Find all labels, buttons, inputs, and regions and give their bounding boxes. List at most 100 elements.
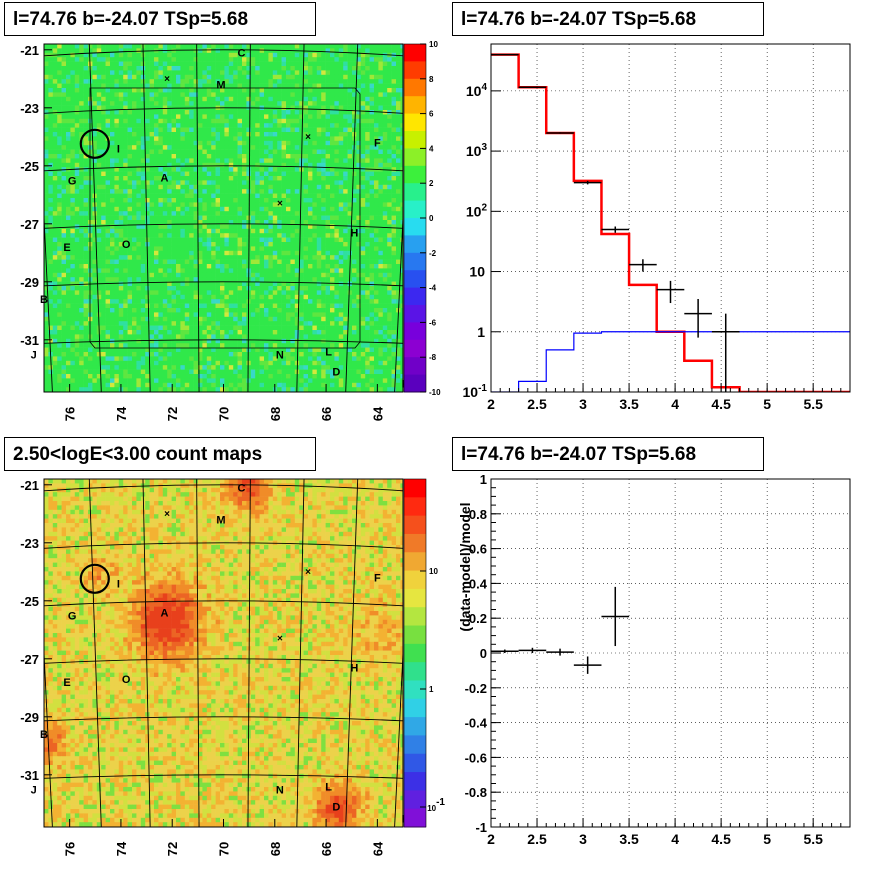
data-point	[711, 313, 740, 392]
residual-point	[491, 649, 519, 653]
colorbar-tick-label: -4	[429, 284, 437, 293]
x-tick-label: 66	[319, 407, 334, 421]
x-tick-label: 2.5	[527, 831, 547, 847]
y-tick-label: -27	[20, 652, 39, 667]
colorbar-swatch	[404, 735, 426, 755]
colorbar-swatch	[404, 218, 426, 236]
source-label-D: D	[332, 802, 340, 814]
data-point	[518, 86, 547, 88]
y-tick-label: -21	[20, 43, 39, 58]
data-point	[684, 299, 712, 338]
colorbar-tick-label: -2	[429, 249, 437, 258]
source-label-E: E	[63, 242, 70, 254]
x-tick-label: 2.5	[527, 396, 547, 412]
colorbar-tick-label: 1	[429, 685, 434, 694]
colorbar-swatch	[404, 374, 426, 393]
source-label-F: F	[374, 573, 381, 585]
colorbar-swatch	[404, 515, 426, 535]
y-tick-label: 0.4	[469, 576, 488, 591]
model-step-line	[491, 53, 850, 392]
x-tick-label: 64	[370, 406, 385, 421]
spectrum-frame	[490, 43, 851, 393]
cnt-heatmap-cells	[44, 479, 403, 827]
source-label-M: M	[216, 515, 225, 527]
y-tick-label: -25	[20, 594, 39, 609]
y-tick-label: -21	[20, 478, 39, 493]
y-tick-label: -23	[20, 536, 39, 551]
y-tick-label: -0.8	[465, 785, 487, 800]
source-label-M: M	[216, 80, 225, 92]
colorbar-tick-label: 4	[429, 144, 434, 153]
colorbar-tick-label: 8	[429, 75, 434, 84]
colorbar-tick-label: 10-1	[427, 797, 445, 813]
x-tick-label: 4.5	[711, 831, 731, 847]
source-label-N: N	[276, 784, 284, 796]
source-label-A: A	[161, 172, 169, 184]
y-tick-label: 102	[466, 202, 488, 219]
colorbar-swatch	[404, 552, 426, 572]
colorbar-tick-label: 10	[429, 567, 438, 576]
residual-point	[601, 586, 630, 647]
colorbar-tick-label: 10	[429, 40, 438, 49]
source-label-N: N	[276, 349, 284, 361]
x-tick-label: 74	[114, 406, 129, 421]
x-tick-label: 5.5	[803, 396, 823, 412]
colorbar-swatch	[404, 479, 426, 498]
colorbar-frame	[403, 43, 427, 393]
colorbar-swatch	[404, 61, 426, 80]
source-label-J: J	[31, 784, 37, 796]
x-tick-label: 5	[763, 831, 771, 847]
colorbar-tick-label: 0	[429, 214, 434, 223]
cnt-grid-lines	[44, 479, 403, 827]
colorbar-swatch	[404, 287, 426, 306]
residual-plot	[491, 586, 630, 674]
source-label-I: I	[117, 143, 120, 155]
colorbar-swatch	[404, 270, 426, 289]
colorbar-swatch	[404, 570, 426, 590]
roi-outline	[89, 87, 361, 349]
y-tick-label: -0.2	[465, 681, 487, 696]
data-point	[629, 259, 657, 272]
x-tick-label: 4	[671, 396, 679, 412]
source-marker: ×	[305, 567, 311, 578]
y-tick-label: 1	[480, 472, 487, 487]
source-label-H: H	[350, 663, 358, 675]
source-label-G: G	[68, 175, 77, 187]
y-tick-label: 0	[480, 646, 487, 661]
colorbar-swatch	[404, 78, 426, 97]
x-tick-label: 2	[487, 396, 495, 412]
data-point	[656, 280, 685, 304]
spectrum-panel: 2 2.5 3 3.5 4 4.5 5 5.5 10-1 1 10 102 103 104	[463, 43, 851, 412]
colorbar-swatch	[404, 148, 426, 167]
x-tick-label: 3	[579, 831, 587, 847]
colorbar-tick-label: -10	[429, 388, 441, 397]
count-map-panel: CMFIGAHOEBJNLDK×××76747270686664-21-23-2…	[20, 478, 445, 856]
x-tick-label: 5.5	[803, 831, 823, 847]
colorbar-frame	[403, 478, 427, 828]
x-tick-label: 76	[63, 842, 78, 856]
x-tick-label: 64	[370, 841, 385, 856]
colorbar-swatch	[404, 183, 426, 202]
x-tick-label: 76	[63, 407, 78, 421]
y-tick-label: 0.2	[469, 611, 487, 626]
x-tick-label: 68	[268, 407, 283, 421]
colorbar-swatch	[404, 113, 426, 132]
x-tick-label: 3.5	[619, 831, 639, 847]
y-tick-label: 10-1	[463, 383, 488, 400]
source-label-C: C	[238, 483, 246, 495]
residual-map-title: l=74.76 b=-24.07 TSp=5.68	[4, 2, 316, 36]
y-tick-label: -0.4	[465, 716, 488, 731]
source-label-B: B	[40, 729, 48, 741]
y-tick-label: 103	[466, 142, 488, 159]
colorbar-swatch	[404, 680, 426, 700]
source-marker: ×	[277, 199, 283, 210]
data-point	[546, 132, 574, 134]
x-tick-label: 66	[319, 842, 334, 856]
y-tick-label: 0.8	[469, 507, 487, 522]
y-tick-label: 104	[466, 82, 488, 99]
colorbar-swatch	[404, 607, 426, 627]
colorbar-tick-label: -6	[429, 318, 437, 327]
y-tick-label: -23	[20, 101, 39, 116]
x-tick-label: 74	[114, 841, 129, 856]
